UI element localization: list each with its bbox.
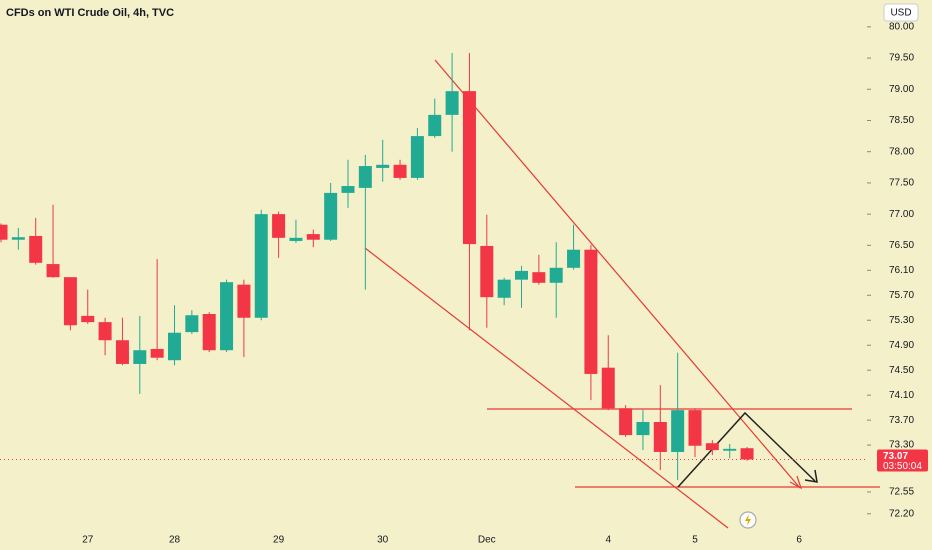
y-tick-label: 75.30 (889, 315, 914, 326)
y-tick-label: 79.00 (889, 84, 914, 95)
y-tick-label: 73.70 (889, 415, 914, 426)
candle-body (532, 272, 546, 283)
y-tick-label: 80.00 (889, 21, 914, 32)
candle-body (272, 214, 286, 238)
candle-body (46, 264, 60, 278)
candle-body (168, 332, 181, 361)
candle-body (185, 315, 199, 333)
candle-body (515, 270, 528, 280)
chart-title: CFDs on WTI Crude Oil, 4h, TVC (6, 7, 174, 19)
currency-box[interactable] (883, 3, 919, 22)
x-tick-label: 27 (82, 535, 94, 546)
candle-body (376, 164, 390, 168)
candle-body (11, 237, 25, 240)
candle-body (133, 350, 147, 364)
candle-body (98, 322, 112, 341)
trend-line (434, 59, 801, 489)
y-tick-label: 76.10 (889, 265, 914, 276)
candle-body (445, 91, 459, 115)
x-tick-label: 28 (169, 535, 181, 546)
countdown: 03:50:04 (883, 461, 922, 472)
y-tick-label: 78.00 (889, 146, 914, 157)
candle-body (705, 443, 719, 451)
candle-body (306, 234, 320, 240)
candle-body (254, 214, 268, 318)
candle-body (653, 422, 667, 452)
y-tick-label: 77.50 (889, 178, 914, 189)
candle-body (29, 235, 43, 263)
drawings (364, 59, 880, 529)
y-tick-label: 76.50 (889, 240, 914, 251)
candle-body (115, 340, 129, 364)
candle-body (584, 249, 598, 374)
y-tick-label: 78.50 (889, 115, 914, 126)
candle-body (63, 277, 77, 326)
candle-body (740, 448, 754, 460)
candle-body (220, 282, 234, 351)
candle-body (462, 91, 476, 245)
y-tick-label: 73.30 (889, 440, 914, 451)
candle-body (150, 348, 164, 358)
last-price-box (877, 449, 928, 472)
candle-body (324, 192, 338, 240)
candle-body (567, 249, 581, 268)
y-tick-label: 74.50 (889, 365, 914, 376)
y-tick-label: 77.00 (889, 209, 914, 220)
candle-body (497, 279, 511, 298)
candle-body (289, 237, 303, 241)
candle-body (0, 224, 8, 240)
projection-path (677, 411, 816, 488)
arrow-head (789, 475, 803, 490)
candle-body (410, 136, 424, 178)
x-tick-label: 29 (273, 535, 285, 546)
last-price: 73.07 (883, 451, 908, 462)
candle-body (480, 245, 494, 298)
x-tick-label: 5 (692, 535, 698, 546)
x-tick-label: Dec (478, 535, 496, 546)
alert-icon-glyph (745, 514, 751, 526)
candle-body (549, 267, 563, 283)
y-tick-label: 75.70 (889, 290, 914, 301)
y-tick-label: 79.50 (889, 53, 914, 64)
x-tick-label: 30 (377, 535, 389, 546)
candle-body (688, 410, 702, 446)
candle-body (358, 166, 372, 188)
candle-body (723, 448, 737, 451)
x-tick-label: 4 (605, 535, 611, 546)
candle-body (237, 284, 251, 318)
x-tick-label: 6 (796, 535, 802, 546)
currency: USD (890, 8, 911, 19)
candle-body (393, 164, 407, 178)
candle-body (81, 315, 95, 323)
candle-body (619, 408, 633, 436)
y-tick-label: 74.10 (889, 390, 914, 401)
arrow-head (804, 469, 818, 483)
y-tick-label: 72.20 (889, 508, 914, 519)
y-tick-label: 72.55 (889, 487, 914, 498)
candle-body (202, 314, 216, 351)
y-tick-label: 74.90 (889, 340, 914, 351)
trend-line (364, 247, 729, 529)
candle-body (428, 114, 442, 137)
candle-body (601, 367, 615, 409)
candle-body (671, 410, 685, 452)
candle-body (341, 186, 355, 193)
candle-body (636, 422, 650, 436)
